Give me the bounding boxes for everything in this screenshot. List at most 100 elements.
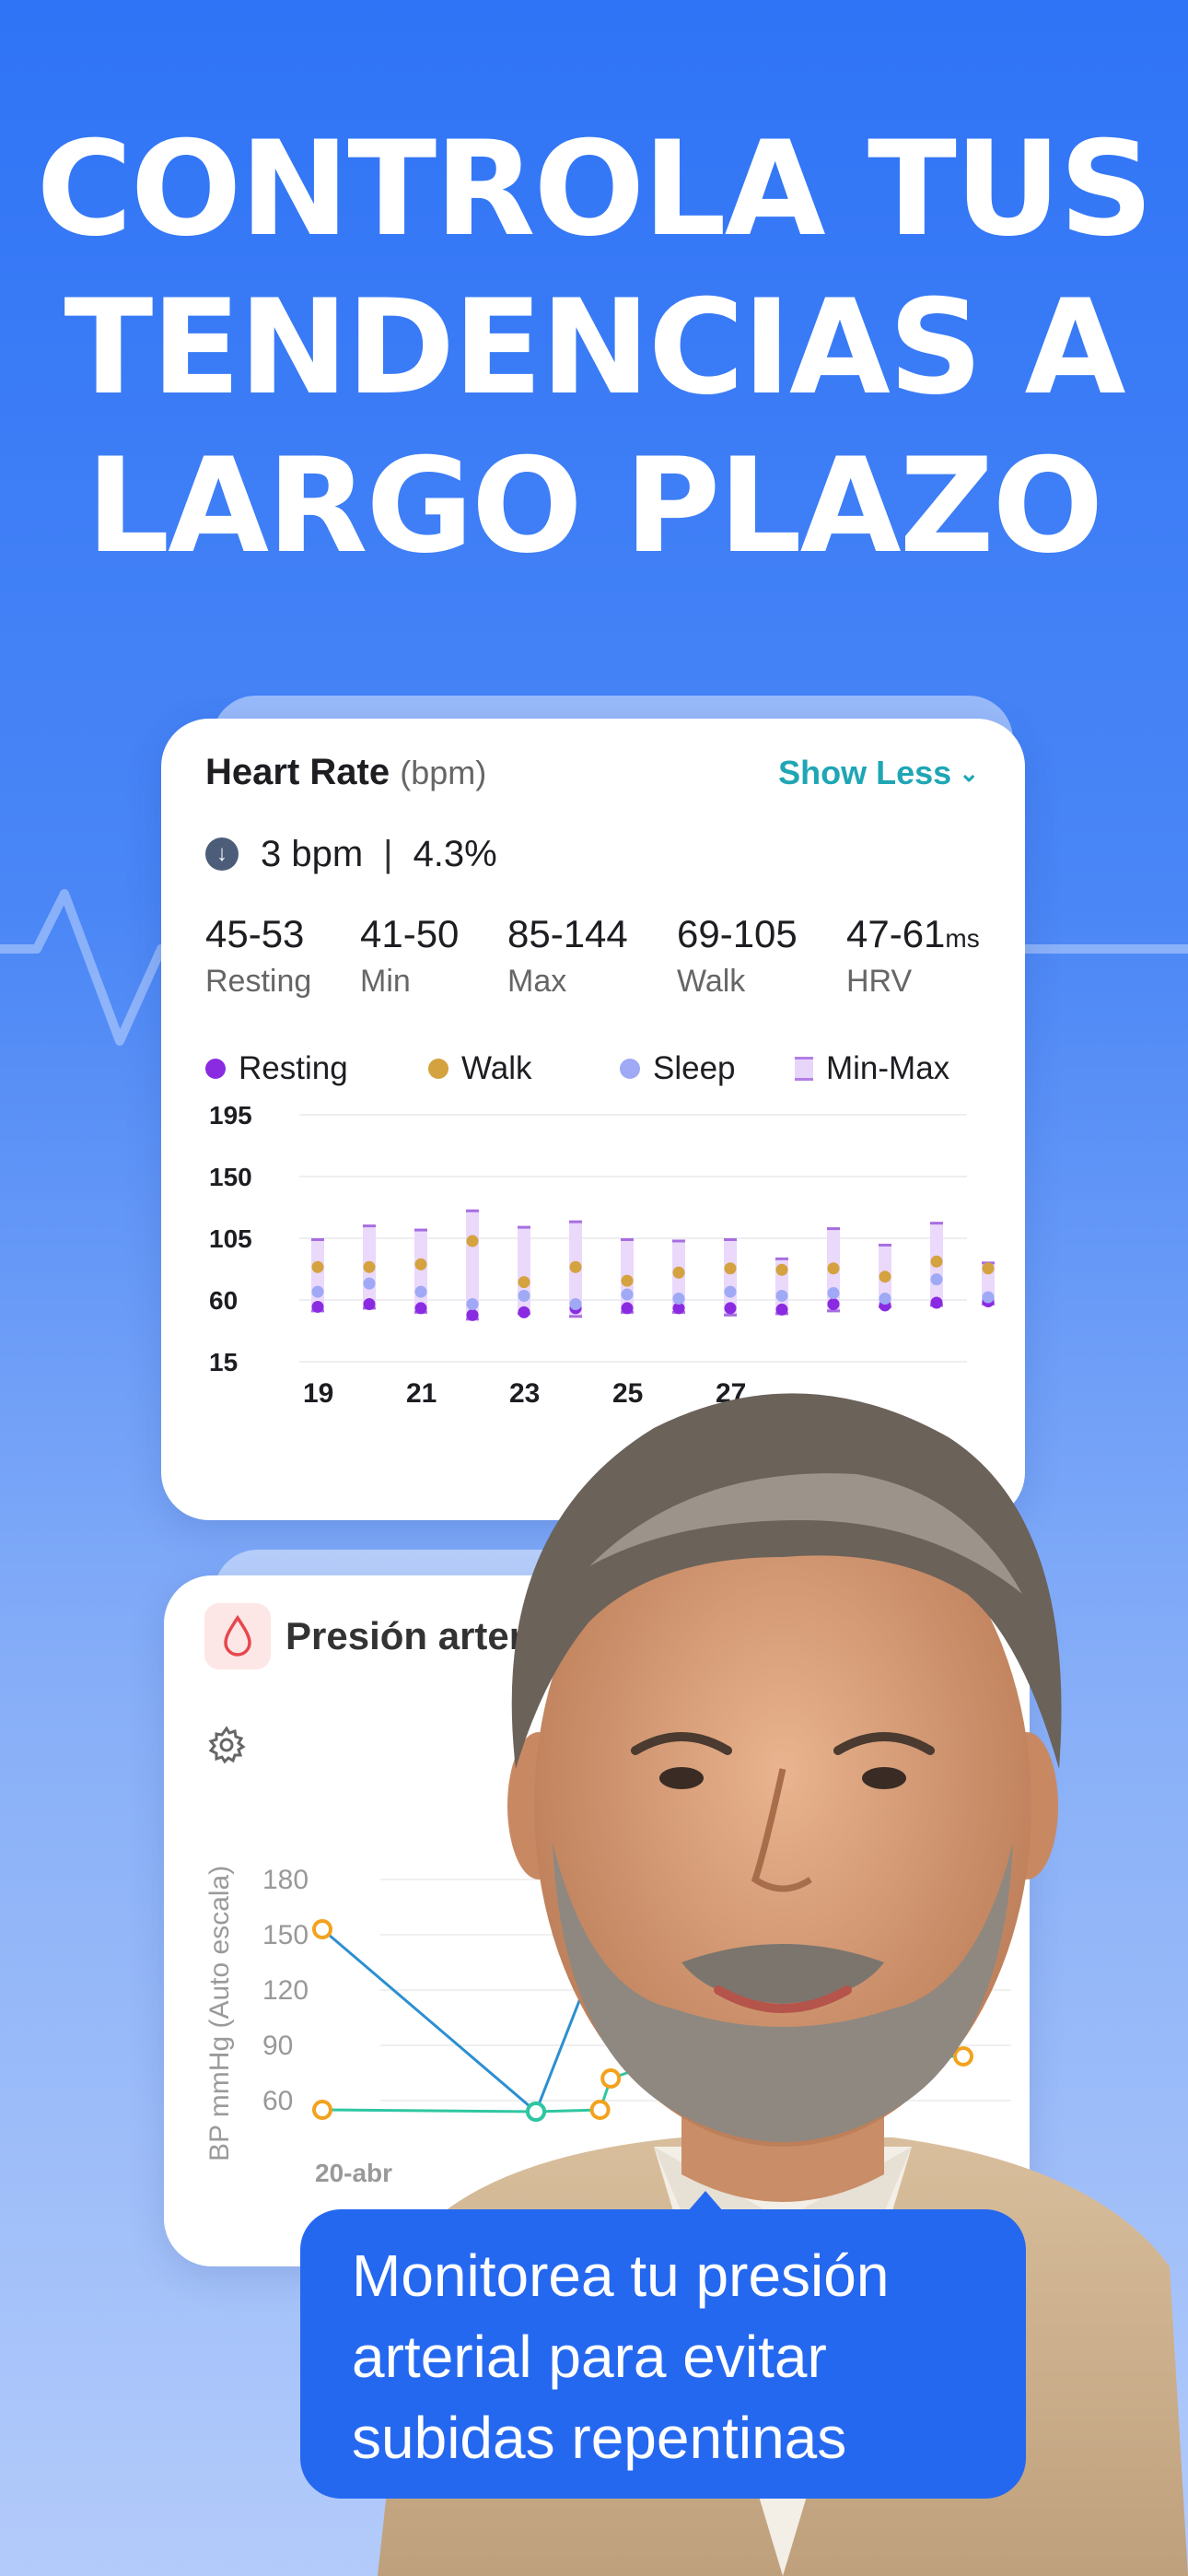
trend-divider: | [383,833,393,874]
stat-label: Walk [677,964,746,999]
speech-bubble: Monitorea tu presión arterial para evita… [300,2209,1026,2499]
bp-point [312,1919,332,1939]
point-resting [363,1297,376,1310]
chevron-down-icon: ⌄ [959,759,979,787]
legend-label: Min-Max [826,1050,950,1086]
legend-dot [205,1059,226,1079]
legend-walk[interactable]: Walk [428,1050,531,1087]
headline: CONTROLA TUS TENDENCIAS A LARGO PLAZO [0,111,1188,586]
y-tick-label: 150 [209,1163,252,1191]
stat-unit: ms [945,924,980,953]
point-walk [466,1235,479,1247]
speech-line-2: arterial para evitar [352,2324,827,2390]
point-sleep [879,1293,891,1306]
bp-point [312,2100,332,2120]
arrow-down-circle-icon: ↓ [205,837,239,871]
y-tick-label: 120 [262,1975,309,2006]
x-tick-label: 20-abr [315,2159,392,2187]
y-tick-label: 60 [262,2086,293,2116]
point-walk [879,1270,891,1283]
legend-range-swatch [795,1057,813,1081]
point-sleep [621,1288,634,1301]
point-walk [672,1266,685,1279]
x-tick-label: 25 [612,1378,643,1409]
point-sleep [518,1290,530,1303]
show-less-button[interactable]: Show Less ⌄ [778,754,979,792]
point-resting [414,1302,427,1315]
stat-label: Resting [205,964,312,999]
point-walk [621,1274,634,1287]
x-tick-label: 21 [406,1378,437,1409]
point-walk [930,1255,943,1268]
bp-point [953,2046,973,2067]
show-less-label: Show Less [778,754,952,791]
point-resting [827,1297,840,1310]
heart-rate-legend: Resting Walk Sleep Min-Max [205,1050,997,1096]
y-tick-label: 195 [209,1106,252,1130]
heart-rate-title: Heart Rate (bpm) [205,752,486,793]
stat-min: 41-50 Min [360,912,459,1000]
y-tick-label: 60 [209,1286,238,1315]
legend-label: Sleep [653,1050,736,1086]
point-walk [363,1260,376,1273]
stat-value: 47-61 [846,912,946,955]
range-bar [311,1239,324,1311]
headline-line-2: TENDENCIAS A [64,272,1126,424]
x-tick-label: 19 [303,1378,333,1409]
y-tick-label: 150 [262,1920,309,1950]
point-sleep [363,1277,376,1290]
legend-label: Resting [239,1050,348,1086]
stat-value: 45-53 [205,912,305,955]
legend-min-max[interactable]: Min-Max [795,1050,949,1087]
legend-label: Walk [461,1050,532,1086]
point-resting [311,1300,324,1313]
stat-label: HRV [846,964,913,999]
blood-drop-icon [204,1603,271,1669]
headline-line-1: CONTROLA TUS [36,113,1154,265]
trend-summary: ↓ 3 bpm | 4.3% [205,831,497,877]
point-walk [414,1258,427,1270]
point-resting [724,1302,737,1315]
stat-label: Max [507,964,567,999]
legend-dot [620,1059,640,1079]
point-sleep [672,1293,685,1306]
bp-point [600,2068,622,2089]
x-tick-label: 23 [509,1378,540,1409]
stat-value: 41-50 [360,912,460,955]
legend-resting[interactable]: Resting [205,1050,348,1087]
heart-rate-unit: (bpm) [400,754,487,791]
y-tick-label: 105 [209,1224,252,1253]
stat-label: Min [360,964,411,999]
stat-max: 85-144 Max [507,912,628,1000]
gear-icon[interactable] [206,1725,247,1765]
point-sleep [569,1297,582,1310]
headline-line-3: LARGO PLAZO [86,430,1104,582]
bp-point [526,2102,546,2122]
trend-percent: 4.3% [413,833,497,874]
heart-rate-title-text: Heart Rate [205,752,390,792]
speech-line-1: Monitorea tu presión [352,2242,890,2309]
point-resting [621,1302,634,1315]
bp-point [589,2100,611,2120]
y-tick-label: 15 [209,1348,238,1376]
stat-value: 85-144 [507,912,628,955]
legend-dot [428,1059,448,1079]
point-walk [311,1260,324,1273]
point-walk [724,1262,737,1275]
point-sleep [775,1290,788,1303]
point-resting [775,1303,788,1316]
point-walk [569,1260,582,1273]
y-axis-label: BP mmHg (Auto escala) [204,1866,235,2161]
legend-sleep[interactable]: Sleep [620,1050,736,1087]
point-resting [930,1296,943,1309]
point-sleep [827,1287,840,1300]
point-resting [466,1308,479,1321]
point-sleep [724,1285,737,1298]
point-sleep [311,1285,324,1298]
point-sleep [414,1285,427,1298]
point-resting [518,1306,530,1318]
stat-value: 69-105 [677,912,798,955]
heart-rate-stats: 45-53 Resting 41-50 Min 85-144 Max 69-10… [205,912,997,1013]
point-sleep [930,1273,943,1286]
point-sleep [466,1297,479,1310]
